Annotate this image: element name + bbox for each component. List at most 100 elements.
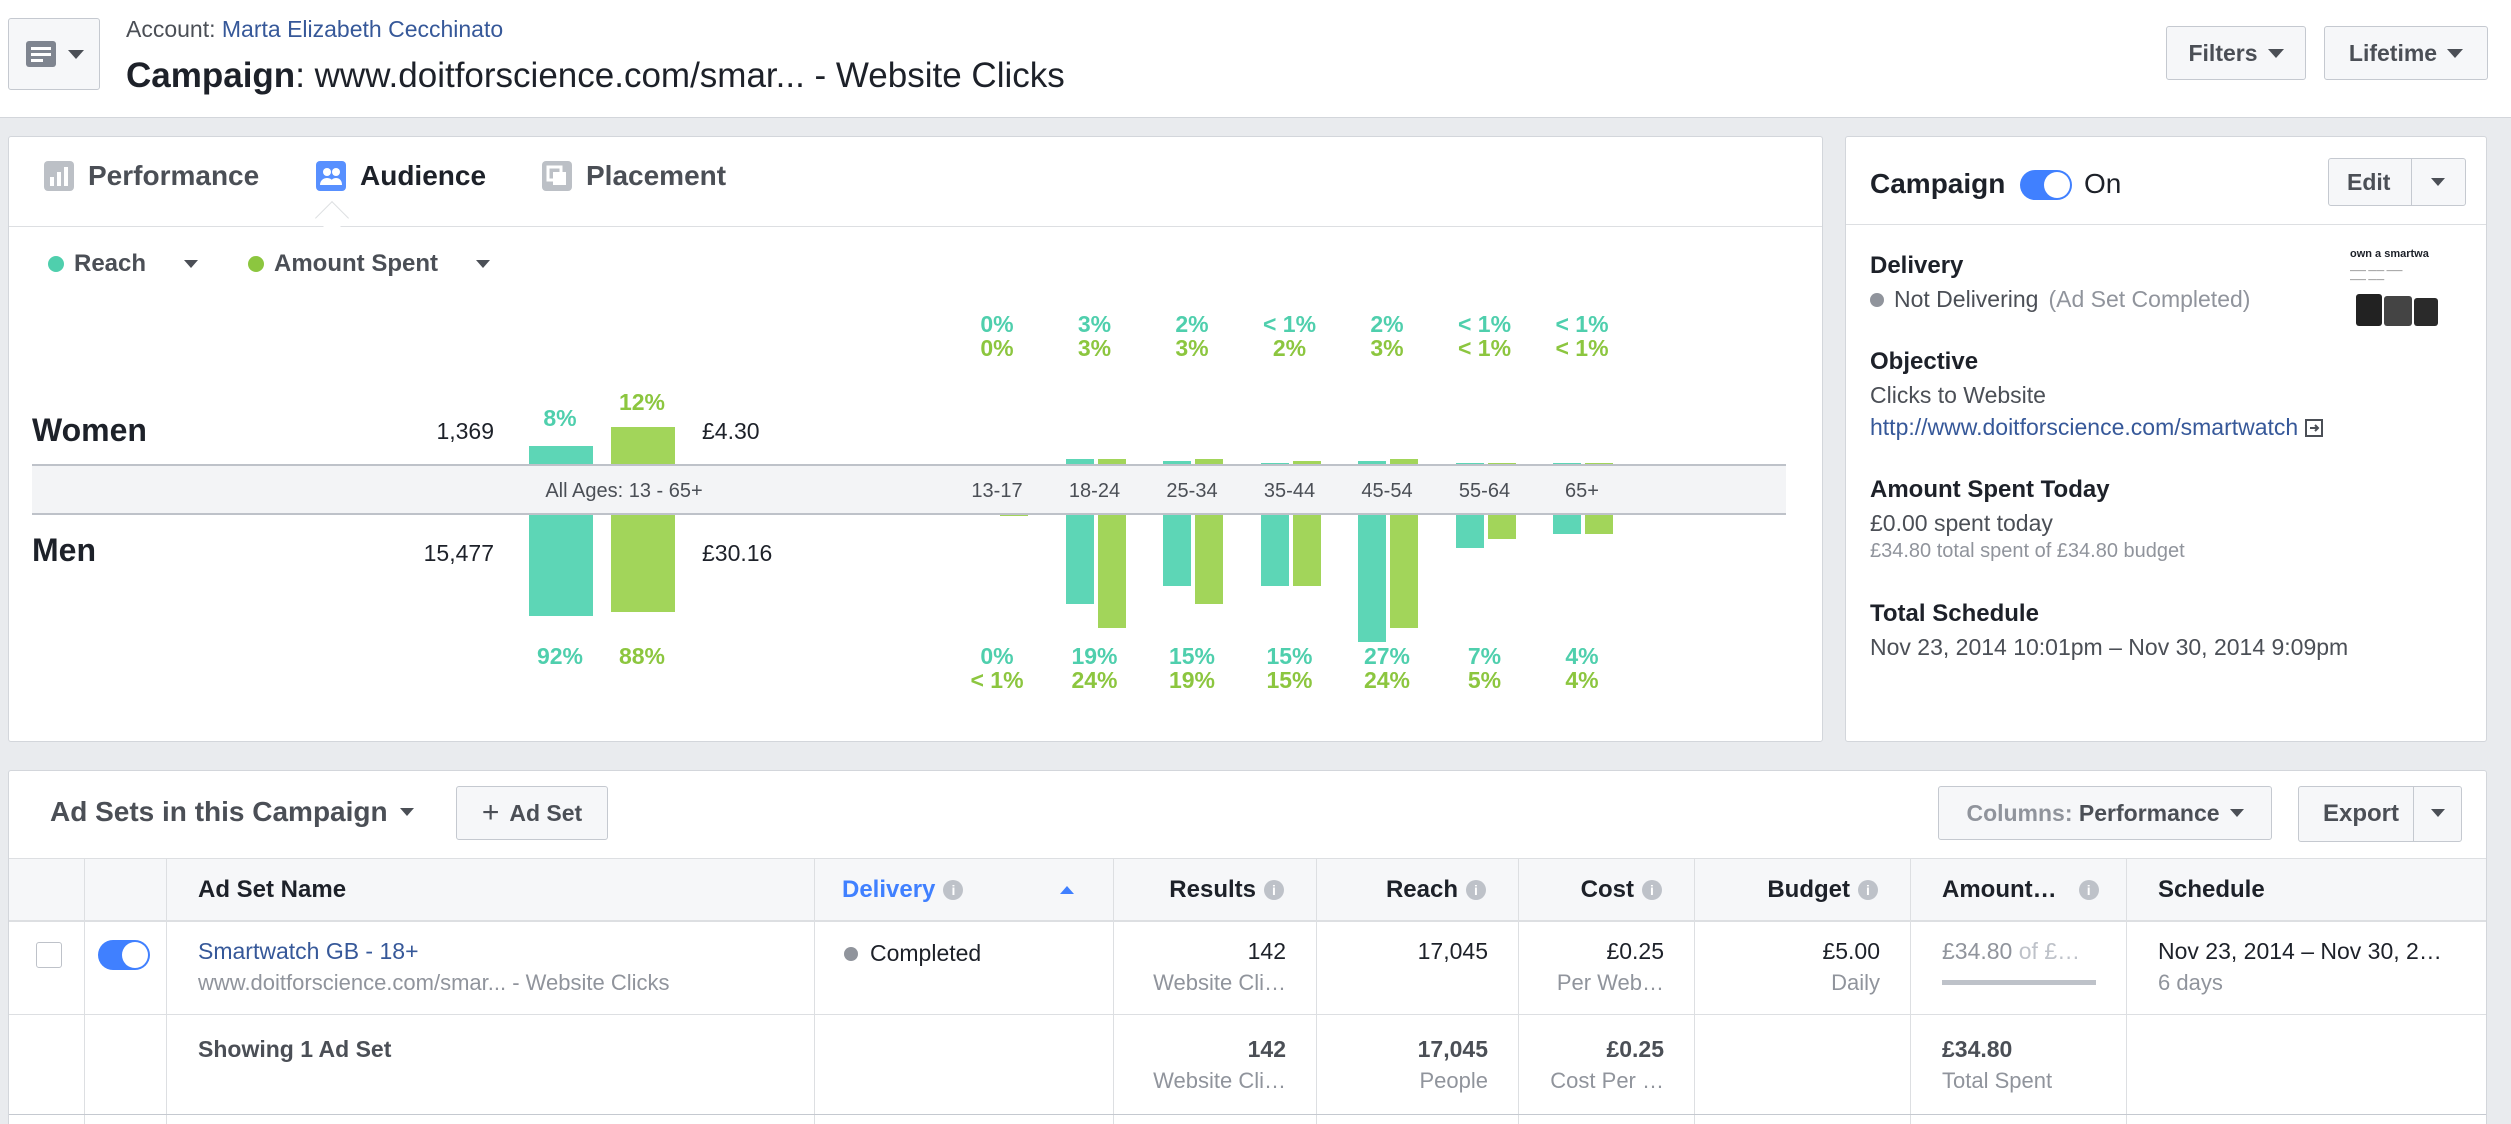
col-schedule[interactable]: Schedule <box>2158 858 2265 922</box>
women-age-reach-bar <box>1358 460 1386 464</box>
age-tick-label: 25-34 <box>1166 480 1218 502</box>
amount-metric-label: Amount Spent <box>274 250 438 277</box>
tab-performance[interactable]: Performance <box>44 160 259 192</box>
men-age-amount-bar <box>1292 515 1321 586</box>
summary-results-sub: Website Cli… <box>1153 1068 1286 1093</box>
women-reach-value: 1,369 <box>436 418 494 444</box>
col-adset-name[interactable]: Ad Set Name <box>198 858 346 922</box>
men-age-reach-pct: 19% <box>1071 643 1118 669</box>
tab-placement-label: Placement <box>586 160 727 191</box>
men-age-amount-pct: 15% <box>1266 667 1313 693</box>
chevron-down-icon[interactable] <box>2431 178 2445 186</box>
spent-total-note: £34.80 total spent of £34.80 budget <box>1870 540 2185 562</box>
col-divider <box>1910 858 1911 1124</box>
summary-results: 142 <box>1247 1036 1286 1062</box>
tab-divider <box>9 226 1822 227</box>
men-age-reach-bar <box>1455 515 1484 548</box>
campaign-status-text: On <box>2084 168 2122 199</box>
adset-amount-value: £34.80 <box>1942 938 2013 964</box>
adset-budget-sub: Daily <box>1831 970 1880 995</box>
ad-thumbnail[interactable]: own a smartwa —— —— —— —— —— <box>2350 248 2444 338</box>
info-icon[interactable]: i <box>1466 880 1486 900</box>
campaign-panel-divider <box>1846 224 2486 225</box>
view-menu-button[interactable] <box>8 18 100 90</box>
women-all-amount-pct: 12% <box>618 389 666 415</box>
women-age-amount-pct: 2% <box>1272 335 1307 361</box>
tab-audience[interactable]: Audience <box>316 160 486 192</box>
toggle-knob <box>122 942 148 968</box>
col-schedule-label: Schedule <box>2158 876 2265 903</box>
women-age-reach-bar <box>1065 459 1094 464</box>
women-age-amount-pct: < 1% <box>1555 335 1609 361</box>
campaign-label: Campaign <box>126 56 296 95</box>
men-age-reach-pct: 15% <box>1168 643 1216 669</box>
men-age-reach-pct: 7% <box>1467 643 1502 669</box>
insights-panel <box>8 136 1823 742</box>
columns-button[interactable]: Columns: Performance <box>1938 786 2272 840</box>
men-age-reach-bar <box>1163 515 1191 586</box>
info-icon[interactable]: i <box>2078 880 2099 900</box>
col-cost[interactable]: Cost i <box>1518 858 1662 922</box>
all-ages-label: All Ages: 13 - 65+ <box>545 480 703 502</box>
col-amount[interactable]: Amount… i <box>1942 858 2099 922</box>
campaign-name: : www.doitforscience.com/smar... - Websi… <box>295 56 1065 95</box>
women-age-reach-pct: < 1% <box>1262 311 1317 337</box>
export-split-divider <box>2413 787 2414 841</box>
date-range-button[interactable]: Lifetime <box>2324 26 2488 80</box>
info-icon[interactable]: i <box>1264 880 1284 900</box>
objective-url-link[interactable]: http://www.doitforscience.com/smartwatch <box>1870 414 2299 440</box>
export-label: Export <box>2323 800 2400 827</box>
edit-button[interactable]: Edit <box>2328 158 2466 206</box>
men-age-reach-pct: 0% <box>980 643 1014 669</box>
chevron-down-icon[interactable] <box>2431 809 2445 817</box>
amount-metric-selector[interactable]: Amount Spent <box>248 250 490 278</box>
campaign-status-toggle[interactable] <box>2020 170 2072 200</box>
account-label: Account: <box>126 16 222 42</box>
amount-dot-icon <box>248 256 264 272</box>
adsets-title-dropdown[interactable]: Ad Sets in this Campaign <box>50 796 414 828</box>
col-reach[interactable]: Reach i <box>1316 858 1486 922</box>
reach-metric-selector[interactable]: Reach <box>48 250 199 278</box>
delivery-status: Not Delivering (Ad Set Completed) <box>1870 286 2250 313</box>
info-icon[interactable]: i <box>1858 880 1878 900</box>
add-adset-button[interactable]: + Ad Set <box>456 786 608 840</box>
info-icon[interactable]: i <box>943 880 964 900</box>
report-icon <box>26 41 56 67</box>
age-tick-label: 18-24 <box>1068 480 1121 502</box>
row-select-checkbox[interactable] <box>36 942 62 968</box>
col-divider <box>166 858 167 1124</box>
adset-status-toggle[interactable] <box>98 940 150 970</box>
adset-results-sub: Website Cli… <box>1153 970 1286 995</box>
summary-amount-sub: Total Spent <box>1942 1068 2053 1093</box>
filters-button[interactable]: Filters <box>2166 26 2306 80</box>
objective-url-row: http://www.doitforscience.com/smartwatch <box>1870 414 2324 441</box>
export-button[interactable]: Export <box>2298 786 2462 842</box>
tab-placement[interactable]: Placement <box>542 160 726 192</box>
tab-performance-label: Performance <box>88 160 260 191</box>
men-age-amount-pct: 5% <box>1467 667 1502 693</box>
adset-amount-of: of £… <box>2012 938 2081 964</box>
chevron-down-icon <box>2229 809 2244 817</box>
external-link-icon[interactable] <box>2304 418 2324 438</box>
chevron-down-icon <box>68 49 84 59</box>
men-all-reach-pct: 92% <box>536 643 584 669</box>
women-all-reach-bar <box>529 445 593 464</box>
spent-today-value: £0.00 spent today <box>1870 510 2053 536</box>
men-all-amount-pct: 88% <box>618 643 666 669</box>
amount-progress-fill <box>1942 980 2096 985</box>
account-link[interactable]: Marta Elizabeth Cecchinato <box>221 16 504 42</box>
col-budget[interactable]: Budget i <box>1694 858 1878 922</box>
col-cost-label: Cost <box>1580 876 1634 903</box>
men-age-amount-bar <box>1000 515 1028 517</box>
adset-name-link[interactable]: Smartwatch GB - 18+ <box>198 938 419 964</box>
age-tick-label: 35-44 <box>1263 480 1316 502</box>
col-delivery[interactable]: Delivery i <box>842 858 1074 922</box>
age-tick-label: 13-17 <box>971 480 1023 502</box>
adset-reach: 17,045 <box>1417 938 1488 964</box>
women-age-reach-pct: 2% <box>1370 311 1404 337</box>
summary-cost: £0.25 <box>1606 1036 1664 1062</box>
info-icon[interactable]: i <box>1642 880 1662 900</box>
col-results[interactable]: Results i <box>1114 858 1284 922</box>
table-header <box>9 858 2486 922</box>
col-divider <box>814 858 815 1124</box>
